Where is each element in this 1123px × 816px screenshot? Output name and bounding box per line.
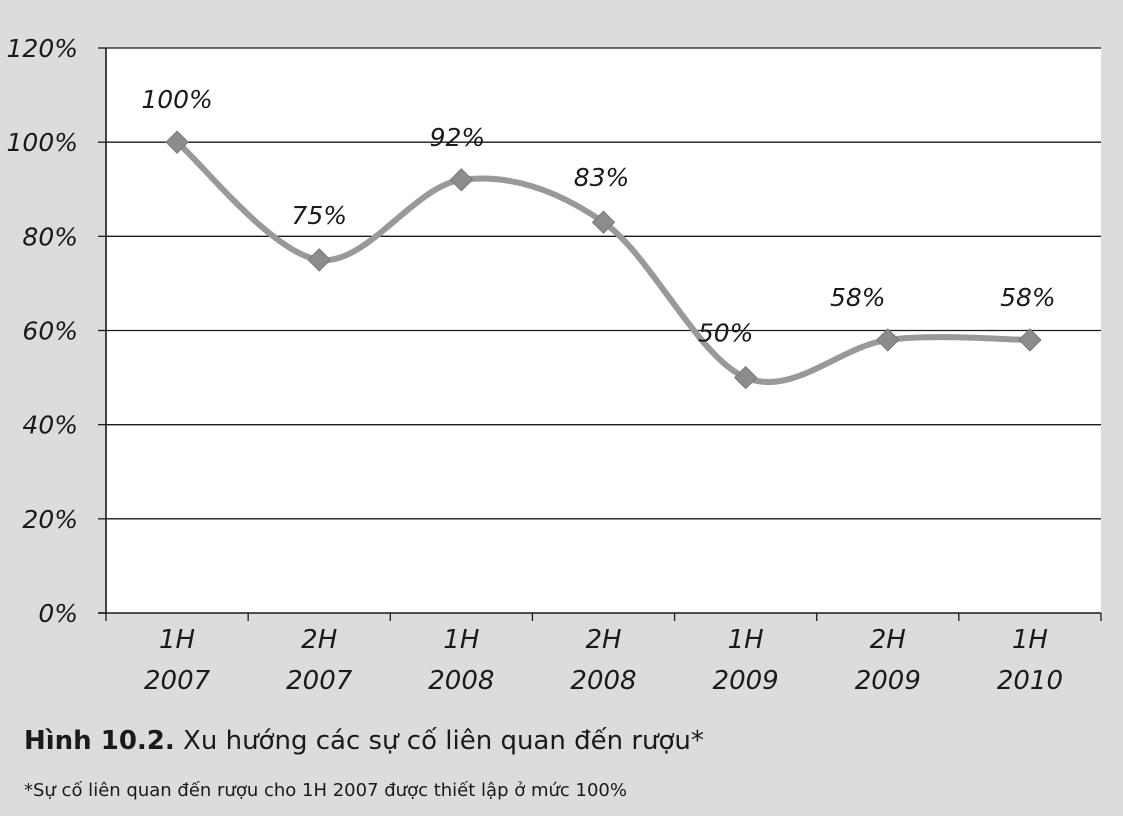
y-tick-label: 100% xyxy=(7,128,78,157)
x-tick-label: 2H 2007 xyxy=(286,625,353,696)
data-label: 92% xyxy=(430,123,486,152)
x-tick-label: 1H 2009 xyxy=(713,625,779,696)
x-tick-label: 1H 2007 xyxy=(144,625,211,696)
data-label: 75% xyxy=(291,201,347,230)
data-label: 100% xyxy=(141,85,212,114)
x-tick-label: 1H 2010 xyxy=(997,625,1063,696)
x-tick-label-line: 1H xyxy=(159,625,195,655)
data-point-marker xyxy=(591,210,616,234)
x-tick-label: 2H 2009 xyxy=(855,625,921,696)
data-point-marker xyxy=(876,328,900,352)
x-axis-ticks: 1H 2007 2H 2007 1H 2008 2H 2008 1H 2009 2H 2009 1H 20… xyxy=(105,613,1102,696)
y-tick-label: 120% xyxy=(7,34,78,63)
data-point-marker xyxy=(1018,328,1042,352)
data-point-marker xyxy=(449,168,474,192)
x-tick-label-line: 2H xyxy=(870,625,906,655)
x-tick-label-line: 2007 xyxy=(286,666,353,696)
x-tick-label-line: 2009 xyxy=(855,666,921,696)
data-labels: 100% 75% 92% 83% 50% 58% 58% xyxy=(141,85,1055,347)
figure-caption: Hình 10.2. Xu hướng các sự cố liên quan … xyxy=(24,726,704,756)
data-label: 50% xyxy=(698,319,754,348)
x-tick-label-line: 2H xyxy=(301,625,337,655)
x-tick-label: 2H 2008 xyxy=(570,625,636,696)
data-point-marker xyxy=(733,365,758,390)
data-label: 58% xyxy=(830,283,886,312)
y-tick-label: 80% xyxy=(22,222,78,251)
x-tick-label-line: 2007 xyxy=(144,666,211,696)
x-tick-label-line: 2008 xyxy=(428,666,494,696)
data-label: 83% xyxy=(574,163,630,192)
x-tick-label-line: 2008 xyxy=(570,666,636,696)
line-chart: 0% 20% 40% 60% 80% 100% 120% 1H 2007 2H 2007 1H 200… xyxy=(7,34,1102,696)
data-point-marker xyxy=(307,248,331,272)
caption-text: Xu hướng các sự cố liên quan đến rượu* xyxy=(174,726,704,756)
data-point-marker xyxy=(165,130,189,154)
x-tick-label-line: 2H xyxy=(585,625,621,655)
x-tick-label-line: 1H xyxy=(443,625,479,655)
series-markers xyxy=(165,130,1042,390)
caption-label: Hình 10.2. xyxy=(24,726,175,756)
y-tick-label: 40% xyxy=(22,411,78,440)
y-tick-label: 20% xyxy=(22,505,78,534)
x-tick-label-line: 1H xyxy=(728,625,764,655)
y-tick-label: 0% xyxy=(38,599,78,628)
y-axis-ticks: 0% 20% 40% 60% 80% 100% 120% xyxy=(7,34,106,628)
y-tick-label: 60% xyxy=(22,317,78,346)
x-tick-label: 1H 2008 xyxy=(428,625,494,696)
footnote: *Sự cố liên quan đến rượu cho 1H 2007 đư… xyxy=(24,780,627,801)
x-tick-label-line: 1H xyxy=(1012,625,1048,655)
x-tick-label-line: 2010 xyxy=(997,666,1063,696)
data-label: 58% xyxy=(1000,283,1056,312)
x-tick-label-line: 2009 xyxy=(713,666,779,696)
